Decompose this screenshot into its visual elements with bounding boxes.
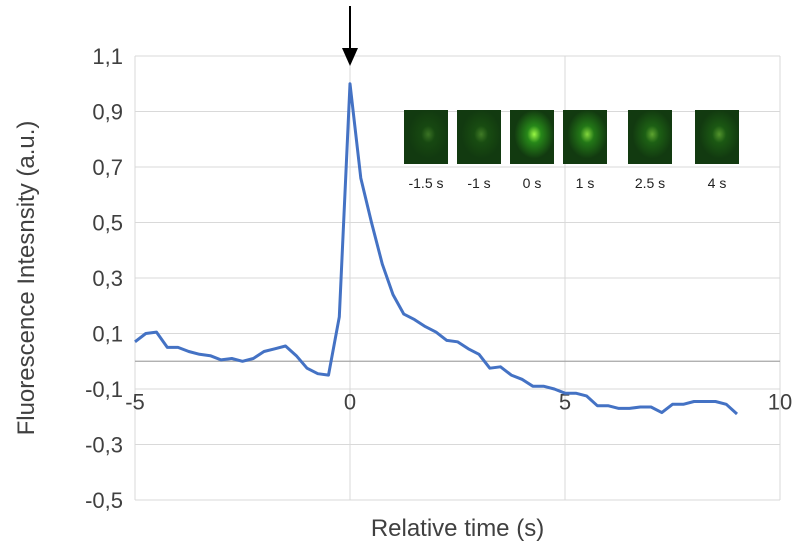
series-line [134, 82, 739, 416]
inset-image-label: 1 s [576, 175, 595, 191]
inset-image-spot [563, 110, 607, 164]
inset-image-label: -1 s [467, 175, 490, 191]
peak-arrow [342, 6, 358, 66]
inset-image-spot [695, 110, 739, 164]
y-tick-label: 0,3 [92, 266, 123, 291]
x-tick-labels: -5 0 5 10 [125, 389, 792, 414]
inset-image-spot [404, 110, 448, 164]
y-tick-labels: 1,1 0,9 0,7 0,5 0,3 0,1 -0,1 -0,3 -0,5 [85, 44, 123, 513]
x-axis-title: Relative time (s) [371, 515, 544, 542]
y-tick-label: 0,1 [92, 322, 123, 347]
inset-image-spot [510, 110, 554, 164]
x-tick-label: 0 [344, 389, 356, 414]
y-tick-label: -0,1 [85, 377, 123, 402]
inset-image-label: 0 s [523, 175, 542, 191]
y-tick-label: 0,9 [92, 100, 123, 125]
x-tick-label: 10 [768, 389, 792, 414]
inset-image-strip: -1.5 s -1 s 0 s 1 s 2.5 s 4 s [404, 110, 739, 191]
inset-image-spot [457, 110, 501, 164]
y-tick-label: 0,5 [92, 211, 123, 236]
y-tick-label: 0,7 [92, 155, 123, 180]
inset-image-spot [628, 110, 672, 164]
x-tick-label: -5 [125, 389, 145, 414]
inset-image-label: 4 s [708, 175, 727, 191]
x-tick-label: 5 [559, 389, 571, 414]
y-tick-label: -0,5 [85, 488, 123, 513]
y-tick-label: 1,1 [92, 44, 123, 69]
inset-image-label: 2.5 s [635, 175, 665, 191]
y-axis-title: Fluorescence Intesnsity (a.u.) [13, 121, 40, 436]
y-tick-label: -0,3 [85, 433, 123, 458]
arrow-head [342, 48, 358, 66]
inset-image-label: -1.5 s [408, 175, 443, 191]
